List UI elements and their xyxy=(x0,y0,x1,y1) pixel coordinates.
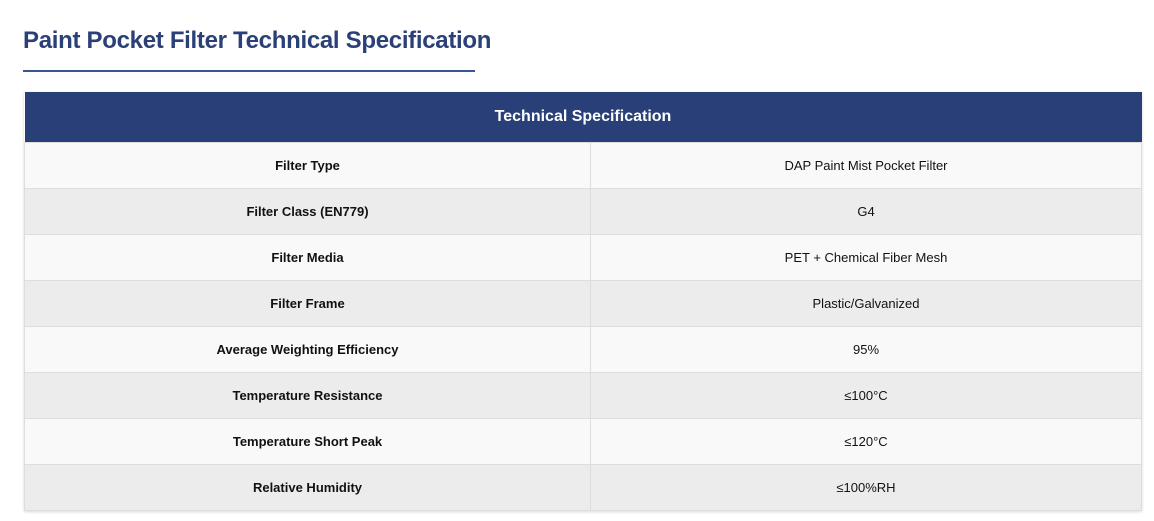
spec-value: 95% xyxy=(590,326,1142,373)
spec-value: ≤120°C xyxy=(590,418,1142,465)
spec-label: Temperature Short Peak xyxy=(24,418,591,465)
spec-row: Temperature Short Peak ≤120°C xyxy=(24,418,1142,465)
spec-value: Plastic/Galvanized xyxy=(590,280,1142,327)
spec-row: Filter Class (EN779) G4 xyxy=(24,188,1142,235)
table-body: Filter Type DAP Paint Mist Pocket Filter F… xyxy=(24,142,1142,511)
spec-row: Average Weighting Efficiency 95% xyxy=(24,326,1142,373)
title-underline xyxy=(23,70,475,72)
spec-row: Filter Type DAP Paint Mist Pocket Filter xyxy=(24,142,1142,189)
spec-label: Filter Media xyxy=(24,234,591,281)
spec-label: Relative Humidity xyxy=(24,464,591,511)
spec-value: G4 xyxy=(590,188,1142,235)
spec-table: Technical Specification Filter Type DAP P… xyxy=(24,92,1142,511)
table-caption: Technical Specification xyxy=(24,92,1142,143)
spec-value: ≤100°C xyxy=(590,372,1142,419)
spec-value: ≤100%RH xyxy=(590,464,1142,511)
header-row: Technical Specification xyxy=(24,92,1142,143)
spec-row: Filter Frame Plastic/Galvanized xyxy=(24,280,1142,327)
table-head: Technical Specification xyxy=(24,92,1142,143)
spec-row: Relative Humidity ≤100%RH xyxy=(24,464,1142,511)
spec-label: Filter Type xyxy=(24,142,591,189)
page-title: Paint Pocket Filter Technical Specificat… xyxy=(23,27,492,54)
spec-label: Temperature Resistance xyxy=(24,372,591,419)
spec-row: Filter Media PET + Chemical Fiber Mesh xyxy=(24,234,1142,281)
spec-label: Average Weighting Efficiency xyxy=(24,326,591,373)
spec-label: Filter Frame xyxy=(24,280,591,327)
spec-value: PET + Chemical Fiber Mesh xyxy=(590,234,1142,281)
spec-value: DAP Paint Mist Pocket Filter xyxy=(590,142,1142,189)
spec-row: Temperature Resistance ≤100°C xyxy=(24,372,1142,419)
spec-label: Filter Class (EN779) xyxy=(24,188,591,235)
